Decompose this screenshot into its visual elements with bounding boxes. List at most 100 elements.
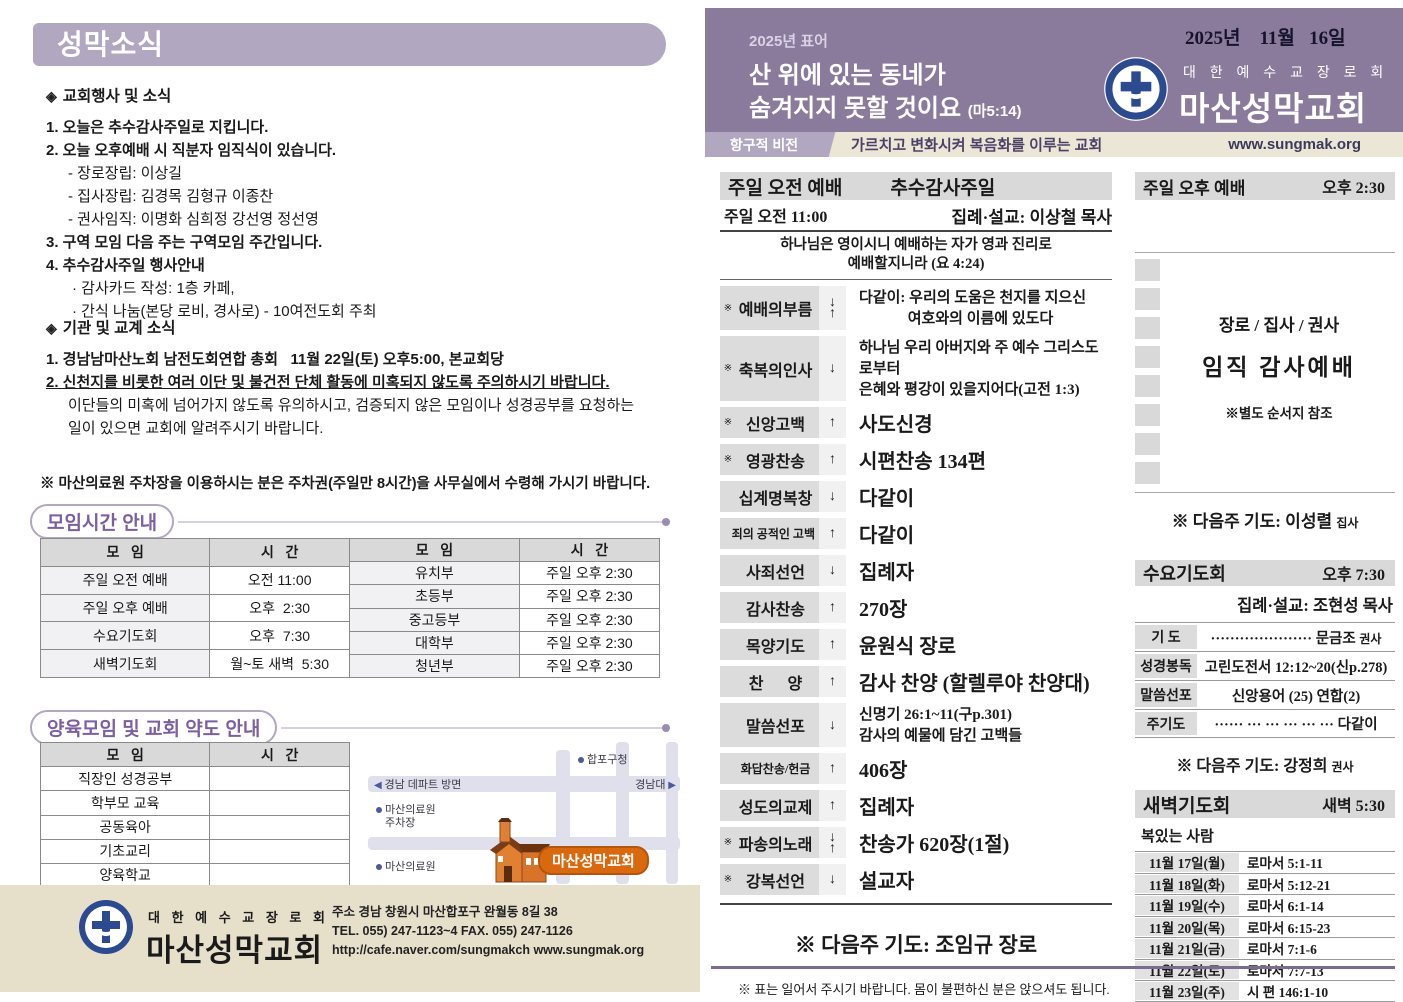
table-row: 대학부 주일 오후 2:30 — [350, 630, 659, 654]
stand-mark: ※ — [723, 417, 733, 428]
table-row: 직장인 성경공부 — [41, 766, 349, 791]
morning-minister: 집례·설교: 이상철 목사 — [951, 207, 1112, 227]
table-row: 청년부 주일 오후 2:30 — [350, 653, 659, 678]
order-label-cell: 화답찬송/헌금 — [720, 753, 819, 784]
afternoon-block: 장로 / 집사 / 권사 임직 감사예배 ※별도 순서지 참조 — [1135, 252, 1395, 493]
wednesday-header-bar: 수요기도회 오후 7:30 — [1135, 560, 1395, 586]
news-line: - 장로장립: 이상길 — [68, 165, 183, 182]
meeting-times-tables: 모 임 시 간 주일 오전 예배 오전 11:00 주일 오후 예배 오후 2:… — [40, 538, 660, 678]
worship-verse: 하나님은 영이시니 예배하는 자가 영과 진리로 예배할지니라 (요 4:24) — [780, 237, 1052, 272]
direction-arrow-icon: ↑ — [819, 592, 846, 623]
dawn-schedule-row: 11월 20일(목) 로마서 6:15-23 — [1135, 915, 1395, 938]
dawn-schedule-row: 11월 19일(수) 로마서 6:1-14 — [1135, 894, 1395, 916]
table-row: 중고등부 주일 오후 2:30 — [350, 607, 659, 631]
direction-arrow-icon: ↓ — [819, 336, 846, 401]
church-logo-icon — [1104, 57, 1168, 121]
dawn-schedule-row: 11월 18일(화) 로마서 5:12-21 — [1135, 872, 1395, 895]
dawn-prayer-section: 새벽기도회 새벽 5:30 복있는 사람 11월 17일(월) 로마서 5:1-… — [1135, 790, 1395, 1002]
church-news-list: 1. 오늘은 추수감사주일로 지킵니다. 2. 오늘 오후예배 시 직분자 임직식… — [46, 116, 671, 323]
order-content: 설교자 — [859, 871, 915, 893]
church-news-heading: ◈ 교회행사 및 소식 — [46, 88, 172, 105]
map-road-vertical — [666, 742, 678, 884]
dawn-title: 새벽기도회 — [1143, 795, 1231, 817]
news-line: 1. 경남남마산노회 남전도회연합 총회 11월 22일(토) 오후5:00, … — [46, 351, 504, 368]
title-rule — [178, 517, 670, 526]
motto-line-1: 산 위에 있는 동네가 — [749, 62, 946, 89]
table-row: 새벽기도회 월~토 새벽 5:30 — [41, 649, 349, 677]
table-header-row: 모 임 시 간 — [41, 539, 349, 566]
title-suffix: 집사 — [1336, 516, 1359, 530]
motto-line-2: 숨겨지지 못할 것이요 (마5:14) — [749, 95, 1022, 122]
order-content: 다같이 — [859, 525, 915, 547]
meeting-times-title: 모임시간 안내 — [30, 504, 670, 539]
direction-arrow-icon: ↓ — [819, 555, 846, 586]
order-label-cell: 사죄선언 — [720, 555, 819, 586]
order-content: 406장 — [859, 760, 908, 782]
stand-mark: ※ — [723, 454, 733, 465]
left-arrow-icon: ◀ — [374, 780, 385, 791]
col-header-time: 시 간 — [519, 539, 659, 562]
order-label-cell: ※ 강복선언 — [720, 864, 819, 895]
order-content: 사도신경 — [859, 414, 933, 436]
header-church-name: 마산성막교회 — [1179, 90, 1368, 127]
table-row: 주일 오전 예배 오전 11:00 — [41, 565, 349, 594]
col-header-meeting: 모 임 — [41, 539, 211, 566]
worship-order-row: ※ 강복선언 ↓ 설교자 — [720, 864, 1112, 895]
worship-order-row: 죄의 공적인 고백 ↑ 다같이 — [720, 518, 1112, 549]
direction-arrow-icon: ↑ — [819, 790, 846, 821]
order-content: 찬송가 620장(1절) — [859, 834, 1010, 856]
order-content: 다같이 — [859, 488, 915, 510]
map-marker-icon — [578, 757, 584, 763]
news-line: · 간식 나눔(본당 로비, 경사로) - 10여전도회 주최 — [72, 303, 377, 320]
nurture-title-pill: 양육모임 및 교회 약도 안내 — [30, 710, 278, 745]
order-label-cell: 목양기도 — [720, 629, 819, 660]
wednesday-order-row: 기 도 ····················· 문금조 권사 — [1135, 622, 1395, 651]
footer-church-name: 마산성막교회 — [146, 933, 324, 968]
order-label-cell: ※ 신앙고백 — [720, 407, 819, 438]
order-content: 윤원식 장로 — [859, 636, 956, 658]
order-label-cell: ※ 영광찬송 — [720, 444, 819, 475]
footer-address: 주소 경남 창원시 마산합포구 완월동 8길 38 — [332, 905, 558, 919]
diamond-icon: ◈ — [46, 88, 57, 104]
worship-order-row: ※ 파송의노래 ↓ ↑ 찬송가 620장(1절) — [720, 827, 1112, 858]
meeting-times-title-pill: 모임시간 안내 — [30, 504, 175, 539]
order-content: 하나님 우리 아버지와 주 예수 그리스도로부터 은혜와 평강이 있을지어다(고… — [859, 340, 1099, 398]
table-row: 학부모 교육 — [41, 790, 349, 815]
order-content: 감사 찬양 (할렐루야 찬양대) — [859, 673, 1090, 695]
diamond-icon: ◈ — [46, 320, 57, 336]
website-link: www.sungmak.org — [1228, 136, 1361, 153]
direction-arrow-icon: ↑ — [819, 666, 846, 697]
title-suffix: 권사 — [1331, 760, 1354, 774]
table-row: 유치부 주일 오후 2:30 — [350, 561, 659, 585]
table-row: 기초교리 — [41, 838, 349, 863]
title-suffix: 권사 — [1359, 631, 1382, 646]
order-content: 집례자 — [859, 797, 915, 819]
order-content: 집례자 — [859, 562, 915, 584]
map-label-hospital: 마산의료원 — [376, 861, 436, 874]
dawn-schedule-row: 11월 17일(월) 로마서 5:1-11 — [1135, 851, 1395, 873]
morning-header-bar: 주일 오전 예배 추수감사주일 — [720, 172, 1112, 200]
bottom-accent-rule — [711, 966, 1395, 969]
right-arrow-icon: ▶ — [665, 780, 676, 791]
direction-arrow-icon: ↑ — [819, 629, 846, 660]
dawn-schedule-row: 11월 22일(토) 로마서 7:7-13 — [1135, 958, 1395, 981]
vision-divider — [823, 132, 841, 157]
dawn-time: 새벽 5:30 — [1322, 798, 1385, 815]
wednesday-time: 오후 7:30 — [1322, 567, 1385, 584]
morning-time: 주일 오전 11:00 — [724, 209, 828, 226]
direction-arrow-icon: ↑ — [819, 407, 846, 438]
header-denomination: 대 한 예 수 교 장 로 회 — [1183, 64, 1389, 80]
map-label-hospital-parking: 마산의료원 주차장 — [376, 804, 436, 830]
dawn-schedule-row: 11월 23일(주) 시 편 146:1-10 — [1135, 980, 1395, 1002]
order-label-cell: 찬 양 — [720, 666, 819, 697]
table-row: 공동육아 — [41, 814, 349, 839]
title-rule — [281, 723, 670, 732]
direction-arrow-icon: ↓ — [819, 864, 846, 895]
wednesday-next-prayer: ※ 다음주 기도: 강정희 권사 — [1176, 758, 1354, 775]
vision-bar: 항구적 비전 가르치고 변화시켜 복음화를 이루는 교회 www.sungmak… — [705, 132, 1403, 157]
church-illustration-icon — [490, 818, 550, 883]
map-label-district-office: 합포구청 — [578, 754, 627, 767]
wednesday-order-list: 기 도 ····················· 문금조 권사 성경봉독 고린… — [1135, 622, 1395, 738]
next-week-prayer: ※ 다음주 기도: 조임규 장로 — [794, 933, 1038, 957]
afternoon-header-bar: 주일 오후 예배 오후 2:30 — [1135, 172, 1395, 200]
